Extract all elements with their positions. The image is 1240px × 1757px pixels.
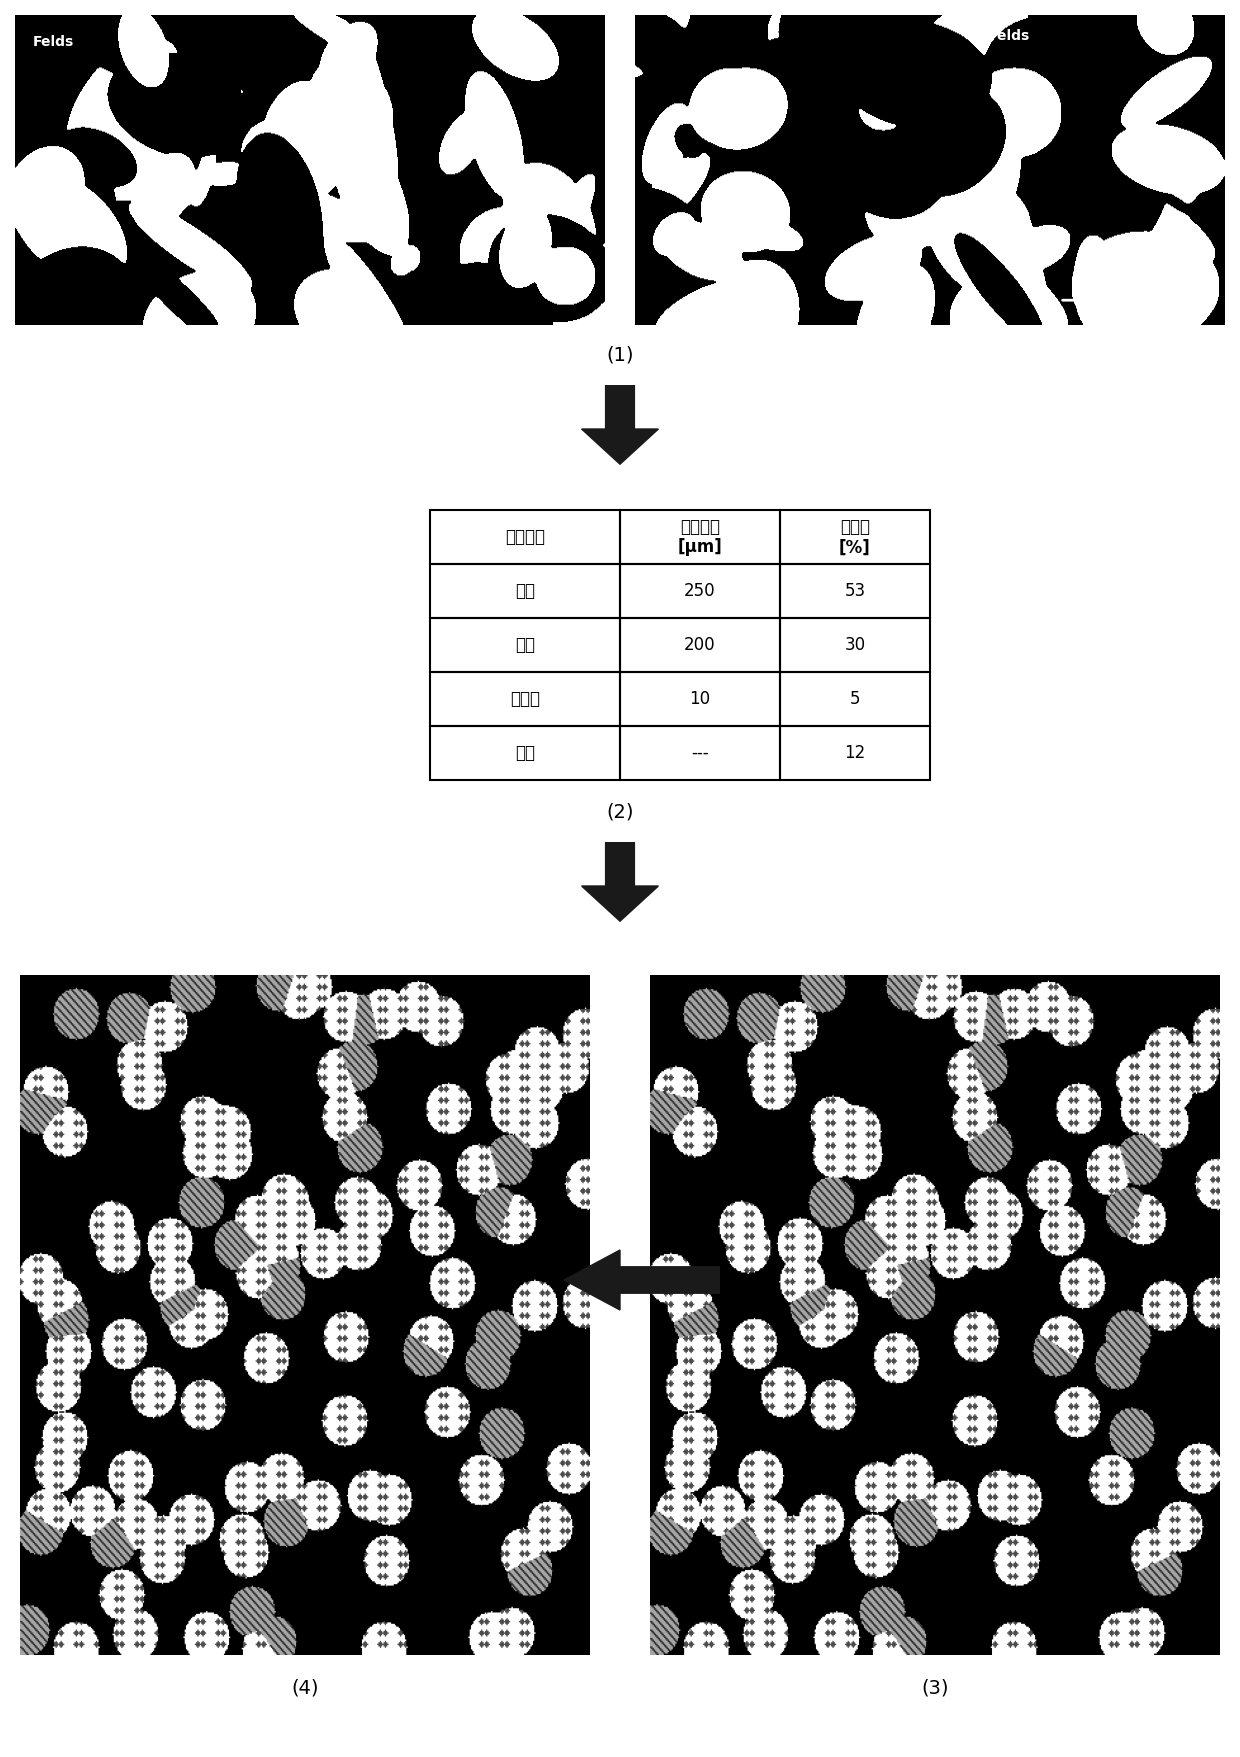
- Text: Felds: Felds: [990, 28, 1030, 42]
- Text: (3): (3): [921, 1678, 949, 1697]
- Text: 颗粒尺寸
[μm]: 颗粒尺寸 [μm]: [677, 518, 723, 557]
- Text: 200: 200: [684, 636, 715, 654]
- Bar: [620, 564, 780, 618]
- Text: Felds: Felds: [32, 35, 74, 49]
- Text: 12: 12: [844, 743, 866, 763]
- Bar: [430, 671, 620, 726]
- Text: 53: 53: [844, 582, 866, 599]
- Bar: [780, 671, 930, 726]
- Bar: [430, 726, 620, 780]
- Bar: [430, 510, 620, 564]
- Bar: [430, 618, 620, 671]
- Text: 5: 5: [849, 691, 861, 708]
- Text: 孔隙: 孔隙: [515, 743, 534, 763]
- Bar: [620, 671, 780, 726]
- Text: 石英: 石英: [515, 582, 534, 599]
- Text: (2): (2): [606, 803, 634, 822]
- Text: 长石: 长石: [515, 636, 534, 654]
- Bar: [620, 726, 780, 780]
- Text: 矿物成分: 矿物成分: [505, 529, 546, 546]
- FancyArrow shape: [582, 842, 658, 921]
- Text: 500μm: 500μm: [1071, 279, 1106, 290]
- Text: 250: 250: [684, 582, 715, 599]
- FancyArrow shape: [582, 385, 658, 464]
- Text: 30: 30: [844, 636, 866, 654]
- Text: 10: 10: [689, 691, 711, 708]
- Text: ---: ---: [691, 743, 709, 763]
- Bar: [430, 564, 620, 618]
- Text: 高岭石: 高岭石: [510, 691, 539, 708]
- Text: (4): (4): [291, 1678, 319, 1697]
- Bar: [620, 618, 780, 671]
- Bar: [780, 510, 930, 564]
- Bar: [780, 618, 930, 671]
- Bar: [780, 564, 930, 618]
- Text: 体积比
[%]: 体积比 [%]: [839, 518, 870, 557]
- Bar: [620, 510, 780, 564]
- FancyArrow shape: [564, 1249, 720, 1311]
- Text: (1): (1): [606, 346, 634, 364]
- Bar: [780, 726, 930, 780]
